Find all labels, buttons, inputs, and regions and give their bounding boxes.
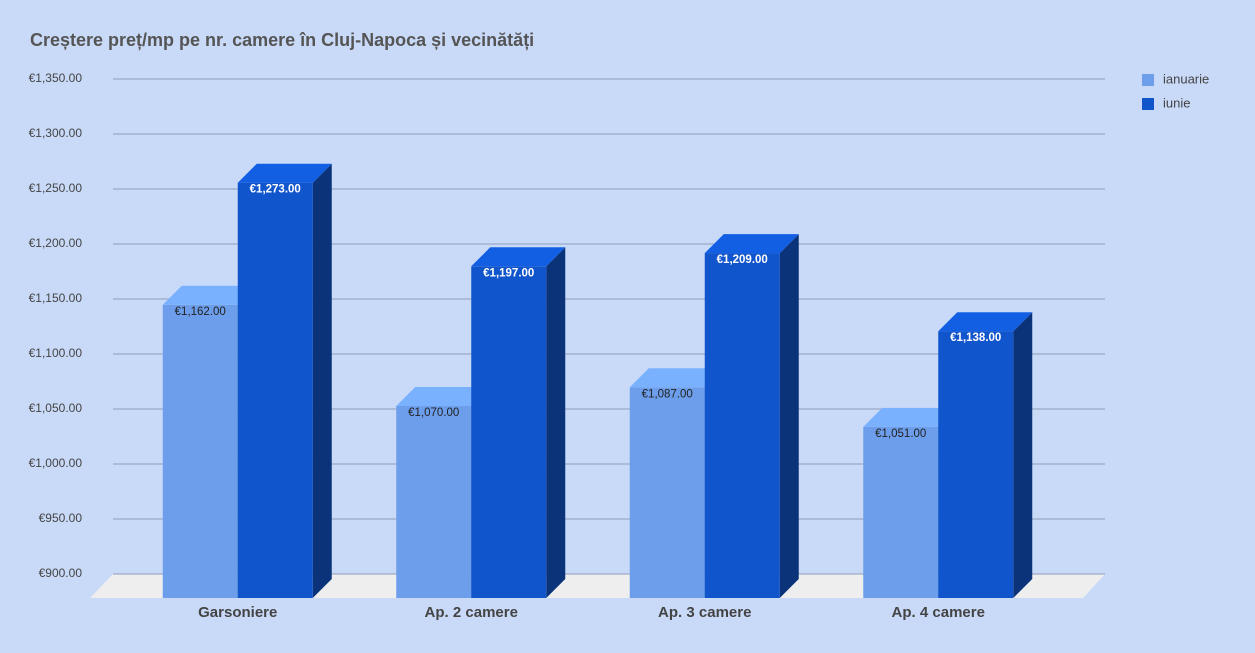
- legend-swatch: [1142, 74, 1154, 86]
- bar-top: [237, 163, 332, 183]
- value-label: €1,162.00: [175, 306, 226, 318]
- y-tick-label: €1,350.00: [29, 71, 83, 85]
- bar-side: [779, 234, 799, 598]
- legend-label: ianuarie: [1163, 71, 1209, 86]
- value-label: €1,087.00: [642, 388, 693, 400]
- floor: [90, 574, 1105, 598]
- x-tick-label: Ap. 4 camere: [892, 604, 985, 621]
- y-tick-label: €1,150.00: [29, 291, 83, 305]
- value-label: €1,051.00: [875, 428, 926, 440]
- bar: [938, 331, 1014, 598]
- bar-side: [312, 163, 332, 598]
- bar: [704, 253, 780, 598]
- bar-top: [162, 285, 257, 305]
- bar-top: [704, 234, 799, 254]
- x-tick-label: Ap. 2 camere: [425, 604, 518, 621]
- y-tick-label: €1,250.00: [29, 181, 83, 195]
- bar-top: [396, 387, 491, 406]
- chart-title: Creștere preț/mp pe nr. camere în Cluj-N…: [30, 30, 534, 50]
- y-tick-label: €1,200.00: [29, 236, 83, 250]
- bar: [396, 406, 472, 598]
- value-label: €1,209.00: [717, 254, 768, 266]
- y-tick-label: €1,100.00: [29, 346, 83, 360]
- legend-swatch: [1142, 98, 1154, 110]
- value-label: €1,273.00: [250, 184, 301, 196]
- bar: [237, 182, 313, 598]
- bar-top: [471, 247, 566, 267]
- y-tick-label: €900.00: [39, 566, 83, 580]
- value-label: €1,070.00: [408, 407, 459, 419]
- bar-side: [546, 247, 566, 599]
- bar-side: [1013, 312, 1033, 598]
- bar-top: [629, 368, 724, 388]
- x-tick-label: Ap. 3 camere: [658, 604, 751, 621]
- bar: [629, 387, 705, 598]
- legend-label: iunie: [1163, 95, 1190, 110]
- y-tick-label: €950.00: [39, 511, 83, 525]
- bar: [162, 304, 238, 598]
- y-tick-label: €1,000.00: [29, 456, 83, 470]
- value-label: €1,138.00: [950, 332, 1001, 344]
- bar-top: [938, 312, 1033, 332]
- bar: [471, 266, 547, 598]
- bar-top: [863, 407, 958, 427]
- x-tick-label: Garsoniere: [198, 604, 277, 621]
- value-label: €1,197.00: [483, 267, 534, 279]
- y-tick-label: €1,050.00: [29, 401, 83, 415]
- bar: [863, 426, 939, 598]
- y-tick-label: €1,300.00: [29, 126, 83, 140]
